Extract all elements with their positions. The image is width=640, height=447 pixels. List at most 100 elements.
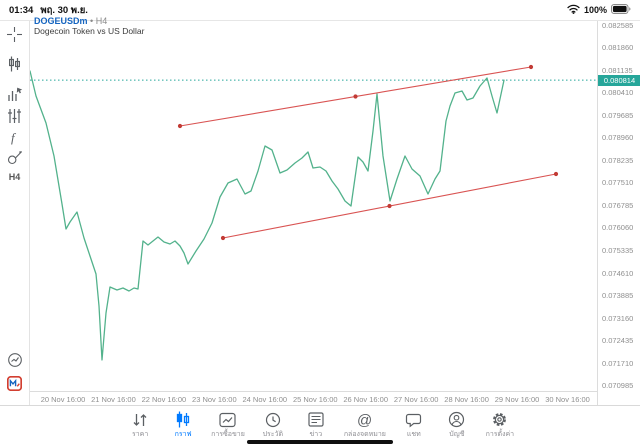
battery-percent: 100% — [583, 5, 607, 15]
time-axis-label: 24 Nov 16:00 — [242, 395, 288, 404]
price-axis: 0.080814 0.082585 0.081860 0.081135 0.08041… — [597, 21, 640, 406]
trendline-handle[interactable] — [387, 203, 392, 209]
svg-text:f: f — [11, 130, 17, 145]
time-axis-label: 28 Nov 16:00 — [444, 395, 489, 404]
price-axis-label: 0.075335 — [602, 246, 634, 255]
quotes-icon — [132, 411, 148, 428]
tab-label: การซื้อขาย — [211, 431, 245, 438]
settings-icon — [491, 411, 508, 428]
chart-cursor-icon — [7, 86, 23, 106]
app-logo-icon — [6, 375, 23, 396]
price-axis-label: 0.070985 — [602, 381, 634, 391]
tab-label: ประวัติ — [262, 431, 284, 438]
close-price-line[interactable] — [30, 70, 505, 361]
price-axis-label: 0.071710 — [602, 358, 634, 368]
news-icon — [308, 411, 324, 428]
tab-label: แชท — [406, 431, 421, 438]
wifi-icon — [567, 4, 580, 16]
clock-time: 01:34 — [9, 4, 34, 16]
chart-tools-sidebar: f H4 — [0, 21, 30, 406]
svg-text:@: @ — [357, 412, 372, 428]
price-axis-label: 0.080410 — [602, 88, 634, 98]
tab-quotes[interactable]: ราคา — [125, 411, 155, 440]
sidebar-chart-cursor-button[interactable] — [0, 86, 29, 106]
tab-label: กราฟ — [174, 431, 192, 438]
current-price-tag: 0.080814 — [598, 74, 640, 86]
chart-area[interactable]: DOGEUSDm • H4 Dogecoin Token vs US Dolla… — [30, 16, 597, 406]
tab-settings[interactable]: การตั้งค่า — [485, 411, 515, 440]
time-axis-label: 22 Nov 16:00 — [141, 395, 187, 404]
battery-icon — [611, 4, 631, 16]
tab-history[interactable]: ประวัติ — [258, 411, 288, 440]
chart-workspace: f H4 DOGEUSDm • H4 Dogecoin Token vs US D… — [0, 16, 640, 406]
function-icon: f — [9, 129, 21, 150]
candlestick-icon — [7, 56, 22, 77]
home-indicator[interactable] — [247, 439, 393, 444]
trade-history-icon — [7, 352, 23, 373]
tab-account[interactable]: บัญชี — [442, 411, 472, 440]
status-bar: 01:34 พฤ. 30 พ.ย. 100% — [0, 0, 640, 20]
trade-icon — [219, 411, 237, 428]
tab-chat[interactable]: แชท — [399, 411, 429, 440]
price-axis-label: 0.076060 — [602, 223, 634, 233]
price-axis-label: 0.082585 — [602, 20, 634, 30]
time-axis-label: 25 Nov 16:00 — [292, 395, 338, 404]
mail-icon: @ — [356, 411, 373, 428]
symbol-description: Dogecoin Token vs US Dollar — [34, 26, 145, 36]
crosshair-icon — [7, 27, 22, 47]
sidebar-crosshair-button[interactable] — [0, 27, 29, 47]
price-axis-label: 0.078235 — [602, 155, 634, 165]
price-axis-label: 0.077510 — [602, 178, 634, 188]
timeframe-badge: H4 — [95, 16, 108, 26]
price-axis-label: 0.074610 — [602, 268, 634, 278]
status-date: พฤ. 30 พ.ย. — [40, 4, 88, 16]
sidebar-timeframe-button[interactable]: H4 — [0, 172, 29, 182]
tab-mail[interactable]: @ กล่องจดหมาย — [344, 411, 386, 440]
tab-news[interactable]: ข่าว — [301, 411, 331, 440]
sidebar-trade-history-button[interactable] — [0, 352, 29, 373]
tab-label: ข่าว — [309, 431, 323, 438]
price-axis-label: 0.072435 — [602, 336, 634, 346]
price-axis-label: 0.078960 — [602, 133, 634, 143]
time-axis-label: 20 Nov 16:00 — [40, 395, 86, 404]
time-axis-label: 29 Nov 16:00 — [494, 395, 540, 404]
price-chart-plot[interactable] — [30, 21, 597, 391]
trendline-handle[interactable] — [177, 123, 183, 129]
price-axis-label: 0.073885 — [602, 291, 634, 301]
price-axis-label: 0.081860 — [602, 43, 634, 53]
indicators-icon — [7, 108, 22, 129]
time-axis-label: 27 Nov 16:00 — [393, 395, 439, 404]
chat-icon — [405, 411, 422, 428]
chart-header: DOGEUSDm • H4 Dogecoin Token vs US Dolla… — [34, 16, 145, 36]
tab-chart[interactable]: กราฟ — [168, 411, 198, 440]
sidebar-function-button[interactable]: f — [0, 129, 29, 150]
time-axis-label: 23 Nov 16:00 — [192, 395, 237, 404]
history-icon — [265, 411, 281, 428]
sidebar-objects-button[interactable] — [0, 150, 29, 170]
trendline-handle[interactable] — [220, 235, 226, 241]
trendline-handle[interactable] — [353, 94, 358, 99]
sidebar-app-logo-button[interactable] — [0, 375, 29, 396]
time-axis-label: 30 Nov 16:00 — [545, 395, 590, 404]
objects-icon — [7, 150, 23, 170]
account-icon — [448, 411, 465, 428]
sidebar-candlestick-button[interactable] — [0, 56, 29, 77]
price-axis-label: 0.073160 — [602, 313, 634, 323]
chart-tab-icon — [175, 411, 191, 428]
sidebar-indicators-button[interactable] — [0, 108, 29, 129]
trendline-handle[interactable] — [553, 171, 559, 177]
price-axis-label: 0.076785 — [602, 200, 634, 210]
tab-trade[interactable]: การซื้อขาย — [211, 411, 245, 440]
price-axis-label: 0.079685 — [602, 110, 634, 120]
timeframe-label: H4 — [8, 172, 21, 182]
time-axis-label: 21 Nov 16:00 — [91, 395, 136, 404]
symbol-name[interactable]: DOGEUSDm — [34, 16, 88, 26]
trendline-handle[interactable] — [528, 64, 534, 70]
time-axis-label: 26 Nov 16:00 — [343, 395, 388, 404]
tab-label: กล่องจดหมาย — [343, 431, 386, 438]
tab-label: บัญชี — [449, 431, 465, 438]
tab-label: การตั้งค่า — [485, 431, 515, 438]
price-axis-label: 0.081135 — [602, 65, 633, 75]
tab-label: ราคา — [131, 431, 149, 438]
time-axis: 20 Nov 16:00 21 Nov 16:00 22 Nov 16:00 23 N… — [30, 391, 597, 406]
